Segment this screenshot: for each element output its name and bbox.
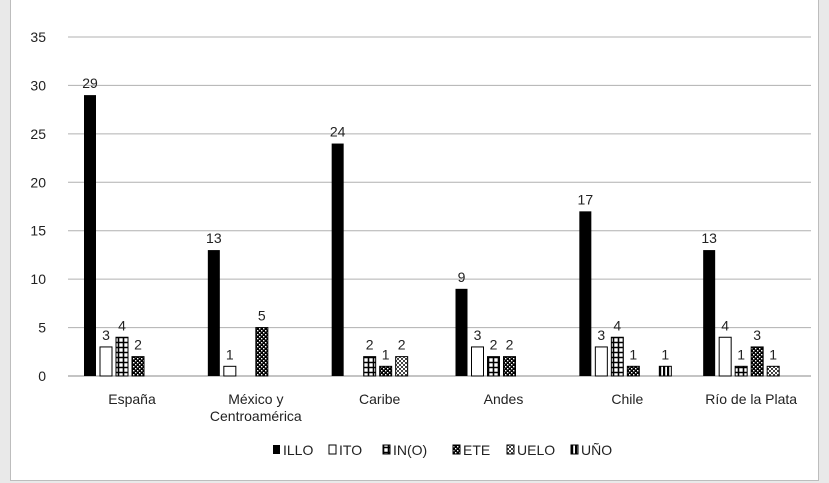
legend-label: UÑO: [581, 442, 612, 458]
bar-illo: [207, 250, 220, 376]
data-label: 3: [597, 327, 605, 343]
data-label: 1: [661, 346, 669, 362]
gridlines: [68, 36, 811, 377]
data-label: 2: [134, 337, 142, 353]
category-label: Andes: [484, 391, 524, 407]
bar-ino: [363, 356, 377, 377]
bar-illo: [579, 211, 592, 376]
data-label: 1: [629, 346, 637, 362]
legend-label: ETE: [463, 442, 490, 458]
bar-ito: [471, 346, 484, 377]
bar-illo: [331, 143, 344, 376]
y-tick-label: 5: [38, 320, 46, 336]
bar-ino: [487, 356, 500, 377]
data-label: 17: [578, 191, 594, 207]
data-label: 2: [398, 337, 406, 353]
data-label: 4: [118, 317, 126, 333]
data-label: 2: [506, 337, 514, 353]
category-label: España: [108, 391, 156, 407]
bar-illo: [84, 95, 96, 376]
bar-ete: [255, 327, 269, 377]
bar-illo: [703, 250, 716, 376]
legend-swatch: [328, 444, 337, 455]
chart-frame: 0 5 10 15 20 25 30 35 29 3 4 2 13 1 5 24 2 1 2 9 3 2 2 17 3 4 1 1 1…: [10, 0, 819, 481]
bar-ino: [115, 336, 129, 377]
data-label: 3: [753, 327, 761, 343]
legend-swatch: [452, 444, 461, 455]
bar-ito: [223, 365, 237, 377]
data-label: 1: [382, 346, 390, 362]
y-tick-label: 15: [30, 223, 46, 239]
data-label: 13: [206, 230, 222, 246]
category-label: Río de la Plata: [705, 391, 797, 407]
y-tick-label: 35: [30, 29, 46, 45]
data-label: 24: [330, 124, 346, 140]
legend-label: ITO: [339, 442, 362, 458]
category-label: Centroamérica: [210, 408, 302, 424]
data-label: 1: [737, 346, 745, 362]
bar-illo: [455, 288, 468, 376]
category-label: México y: [228, 391, 283, 407]
bar-ete: [131, 356, 145, 377]
y-axis-ticks: 0 5 10 15 20 25 30 35: [30, 29, 46, 384]
y-tick-label: 10: [30, 271, 46, 287]
category-label: Chile: [611, 391, 643, 407]
y-tick-label: 20: [30, 174, 46, 190]
y-tick-label: 0: [38, 368, 46, 384]
category-label: Caribe: [359, 391, 400, 407]
bar-ino: [610, 336, 624, 377]
data-label: 1: [769, 346, 777, 362]
data-label: 5: [258, 308, 266, 324]
y-tick-label: 30: [30, 77, 46, 93]
bar-uelo: [395, 356, 409, 377]
legend-swatch: [273, 445, 280, 454]
data-label: 9: [458, 269, 466, 285]
bar-ito: [718, 336, 732, 377]
legend-label: ILLO: [283, 442, 313, 458]
bar-ito: [594, 346, 608, 377]
y-tick-label: 25: [30, 126, 46, 142]
data-label: 4: [721, 317, 729, 333]
bar-ete: [626, 365, 640, 377]
bar-uelo: [766, 365, 780, 377]
bar-ete: [379, 365, 393, 377]
bar-ete: [503, 356, 516, 377]
data-label: 2: [366, 337, 374, 353]
bar-ino: [734, 365, 748, 377]
data-label: 4: [613, 317, 621, 333]
legend-swatch: [570, 444, 579, 455]
bars: [84, 95, 780, 377]
data-label: 3: [102, 327, 110, 343]
legend: ILLO ITO IN(O) ETE UELO UÑO: [273, 442, 612, 458]
data-label: 13: [701, 230, 717, 246]
data-label: 2: [490, 337, 498, 353]
data-label: 3: [474, 327, 482, 343]
legend-label: IN(O): [393, 442, 427, 458]
legend-label: UELO: [517, 442, 555, 458]
data-label: 29: [82, 75, 98, 91]
data-label: 1: [226, 346, 234, 362]
bar-uño: [658, 365, 672, 377]
bar-ito: [99, 346, 113, 377]
legend-swatch: [506, 444, 515, 455]
legend-swatch: [382, 444, 391, 455]
bar-ete: [750, 346, 764, 377]
